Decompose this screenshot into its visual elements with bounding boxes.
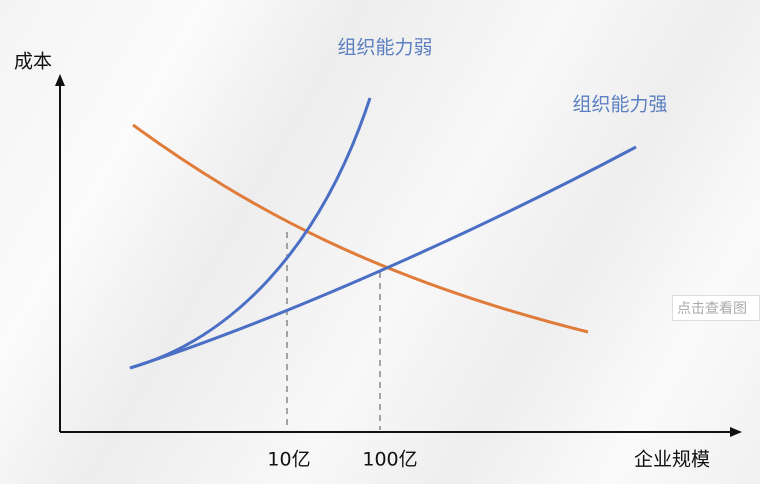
y-label: 成本 <box>14 51 52 73</box>
weak-curve <box>129 97 372 370</box>
x-arrow <box>730 427 742 437</box>
view-button[interactable]: 点击查看图 <box>672 295 760 321</box>
strong-curve <box>129 145 637 370</box>
x-mark-label: 100亿 <box>362 449 417 471</box>
curve-label: 组织能力强 <box>572 94 667 116</box>
x-mark-label: 10亿 <box>267 449 310 471</box>
x-label: 企业规模 <box>634 449 710 471</box>
y-arrow <box>55 74 65 86</box>
cost-curve <box>132 123 589 334</box>
curve-label: 组织能力弱 <box>337 37 432 59</box>
